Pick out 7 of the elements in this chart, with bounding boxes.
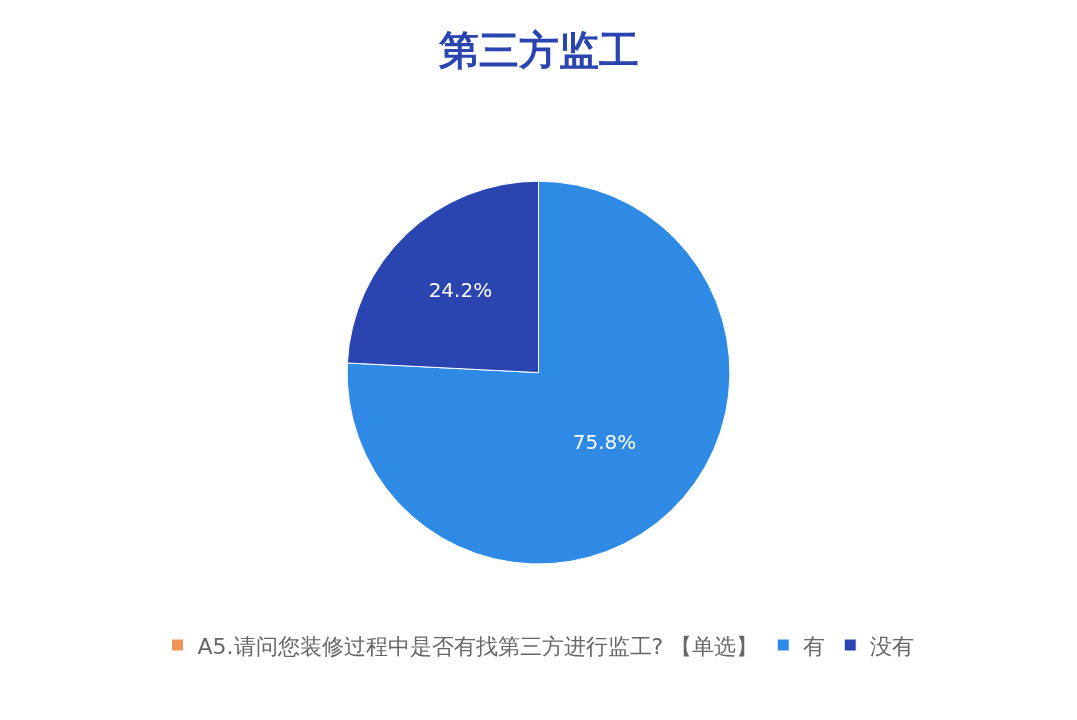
legend-label: 没有 bbox=[870, 633, 915, 659]
pie-slice bbox=[346, 180, 731, 565]
chart-title: 第三方监工 bbox=[437, 27, 639, 73]
legend-label: 有 bbox=[803, 633, 826, 659]
legend-label: A5.请问您装修过程中是否有找第三方进行监工? 【单选】 bbox=[197, 633, 759, 659]
data-label: 75.8% bbox=[572, 429, 637, 454]
data-label: 24.2% bbox=[428, 278, 493, 303]
